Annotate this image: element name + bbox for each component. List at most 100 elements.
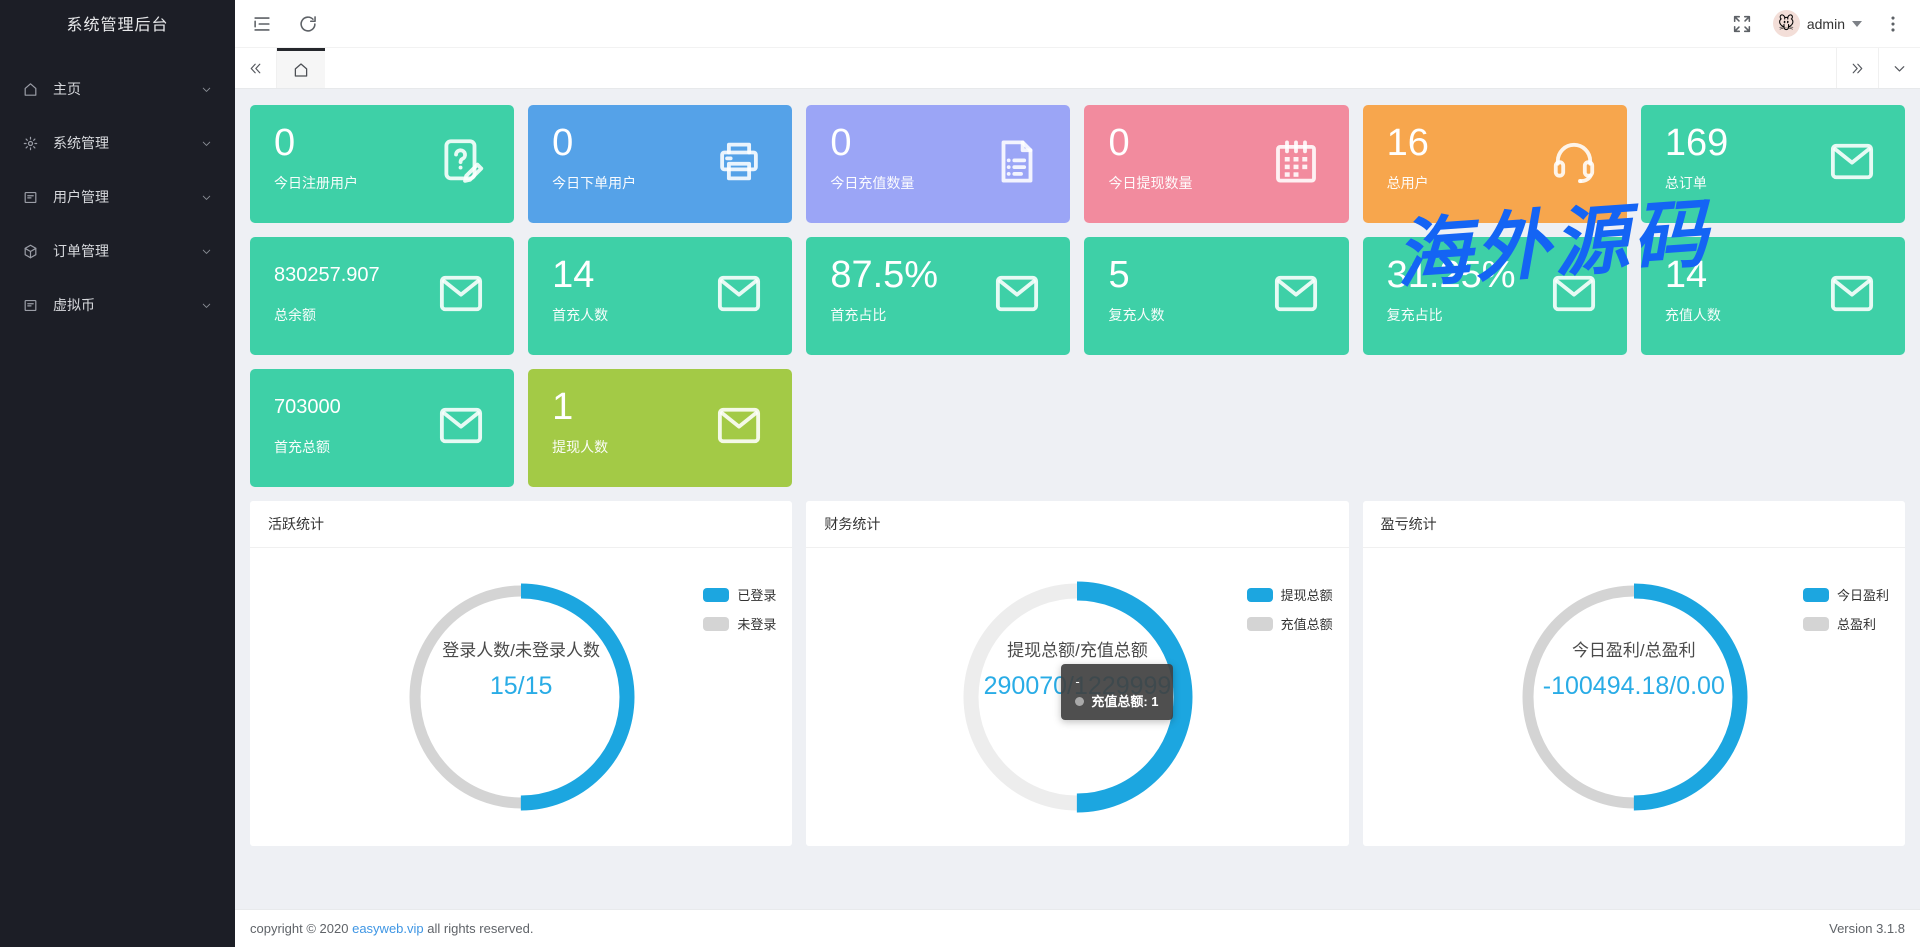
stat-value: 5: [1108, 254, 1130, 296]
donut-center-value: 15/15: [489, 672, 553, 700]
avatar: 🐭: [1772, 10, 1800, 37]
legend-item[interactable]: 总盈利: [1802, 614, 1876, 633]
donut-chart: [407, 583, 635, 811]
chart-body: 提现总额 充值总额 提现总额/充值总额 290070/1229999 - 充值总…: [806, 572, 1348, 846]
chart-title: 盈亏统计: [1362, 501, 1905, 548]
sidebar-nav: 主页 系统管理 用户管理 订单管理 虚拟币: [0, 52, 235, 332]
stat-card: 169 总订单: [1640, 105, 1905, 223]
stat-value: 0: [274, 122, 296, 164]
stat-card: 14 首充人数: [528, 237, 793, 355]
sidebar-item-label: 系统管理: [53, 135, 109, 151]
user-name: admin: [1806, 15, 1845, 32]
tabs-menu-icon[interactable]: [1878, 48, 1920, 88]
tabs-scroll-right-icon[interactable]: [1836, 48, 1878, 88]
legend-label: 今日盈利: [1836, 588, 1889, 603]
stat-label: 今日提现数量: [1108, 175, 1193, 191]
headset-icon: [1547, 135, 1601, 194]
printer-icon: [712, 135, 766, 194]
stat-value: 830257.907: [274, 264, 380, 286]
stat-label: 复充占比: [1386, 307, 1443, 323]
legend-swatch: [1802, 616, 1829, 631]
stat-value: 1: [552, 386, 574, 428]
stat-card: 0 今日注册用户: [250, 105, 515, 223]
easyweb-link[interactable]: easyweb.vip: [352, 921, 424, 936]
stat-label: 今日注册用户: [274, 175, 358, 191]
donut-center-label: 今日盈利/总盈利: [1571, 641, 1696, 660]
stat-label: 总订单: [1664, 175, 1707, 191]
fullscreen-icon[interactable]: [1731, 13, 1753, 35]
legend-label: 充值总额: [1280, 617, 1333, 632]
stat-card: 0 今日下单用户: [528, 105, 793, 223]
envelope-icon: [712, 399, 766, 458]
caret-down-icon: [1852, 20, 1862, 27]
stat-label: 总用户: [1386, 175, 1429, 191]
stat-value: 703000: [274, 396, 341, 418]
navbar-right: 🐭 admin: [1731, 10, 1904, 37]
sidebar-item-系统管理[interactable]: 系统管理: [0, 116, 235, 170]
sidebar-toggle-icon[interactable]: [251, 13, 273, 35]
envelope-icon: [1269, 267, 1323, 326]
chart-legend: 提现总额 充值总额: [1246, 585, 1333, 633]
register-icon: [434, 135, 488, 194]
stat-label: 总余额: [274, 307, 316, 323]
donut-wrap: 今日盈利/总盈利 -100494.18/0.00: [1509, 572, 1759, 827]
envelope-icon: [434, 267, 488, 326]
legend-swatch: [1246, 587, 1273, 602]
chevron-down-icon: [200, 137, 213, 150]
coin-panel-icon: [22, 297, 39, 314]
legend-label: 总盈利: [1836, 617, 1876, 632]
gear-icon: [22, 135, 39, 152]
legend-item[interactable]: 充值总额: [1246, 614, 1333, 633]
charts-grid: 活跃统计 已登录 未登录 登录人数/未登录人数 15/15 财务统计 提现总额 …: [250, 501, 1905, 846]
envelope-icon: [1825, 267, 1879, 326]
legend-item[interactable]: 未登录: [703, 614, 776, 633]
chart-legend: 今日盈利 总盈利: [1802, 585, 1889, 633]
donut-chart: [961, 581, 1193, 813]
sidebar-item-虚拟币[interactable]: 虚拟币: [0, 278, 235, 332]
stat-card: 0 今日提现数量: [1084, 105, 1349, 223]
donut-chart: [1520, 583, 1748, 811]
legend-swatch: [1802, 587, 1829, 602]
sidebar-item-主页[interactable]: 主页: [0, 62, 235, 116]
stat-card: 0 今日充值数量: [806, 105, 1071, 223]
stat-value: 16: [1386, 122, 1429, 164]
legend-item[interactable]: 已登录: [703, 585, 776, 604]
legend-label: 提现总额: [1280, 588, 1333, 603]
stat-card: 1 提现人数: [528, 369, 793, 487]
stat-label: 首充总额: [274, 439, 330, 455]
chart-body: 已登录 未登录 登录人数/未登录人数 15/15: [250, 572, 792, 846]
stat-cards-grid: 0 今日注册用户 0 今日下单用户 0 今日充值数量 0 今日提现数量 16 总…: [250, 105, 1905, 487]
stat-card: 87.5% 首充占比: [806, 237, 1071, 355]
stat-card: 16 总用户: [1362, 105, 1627, 223]
donut-center-value: -100494.18/0.00: [1542, 672, 1725, 700]
tab-home[interactable]: [277, 48, 325, 88]
chart-card: 盈亏统计 今日盈利 总盈利 今日盈利/总盈利 -100494.18/0.00: [1362, 501, 1905, 846]
stat-value: 0: [1108, 122, 1130, 164]
legend-item[interactable]: 今日盈利: [1802, 585, 1889, 604]
tabs-scroll-left-icon[interactable]: [235, 48, 277, 88]
stat-value: 31.25%: [1386, 254, 1516, 296]
stat-label: 充值人数: [1664, 307, 1721, 323]
stat-label: 今日充值数量: [830, 175, 915, 191]
tab-bar: [235, 48, 1920, 89]
sidebar-item-label: 虚拟币: [53, 297, 95, 313]
stat-label: 提现人数: [552, 439, 609, 455]
users-panel-icon: [22, 189, 39, 206]
stat-value: 87.5%: [830, 254, 939, 296]
sidebar-item-用户管理[interactable]: 用户管理: [0, 170, 235, 224]
chevron-down-icon: [200, 299, 213, 312]
donut-center-label: 提现总额/充值总额: [1007, 641, 1148, 660]
stat-card: 31.25% 复充占比: [1362, 237, 1627, 355]
user-menu[interactable]: 🐭 admin: [1772, 10, 1862, 37]
chart-title: 财务统计: [806, 501, 1349, 548]
legend-item[interactable]: 提现总额: [1246, 585, 1333, 604]
more-dots-icon[interactable]: [1882, 13, 1904, 35]
sidebar-item-订单管理[interactable]: 订单管理: [0, 224, 235, 278]
chevron-down-icon: [200, 245, 213, 258]
refresh-icon[interactable]: [297, 13, 319, 35]
chart-body: 今日盈利 总盈利 今日盈利/总盈利 -100494.18/0.00: [1363, 572, 1905, 846]
sidebar-item-label: 主页: [53, 81, 81, 97]
envelope-icon: [1825, 135, 1879, 194]
stat-card: 14 充值人数: [1640, 237, 1905, 355]
stat-card: 703000 首充总额: [250, 369, 515, 487]
